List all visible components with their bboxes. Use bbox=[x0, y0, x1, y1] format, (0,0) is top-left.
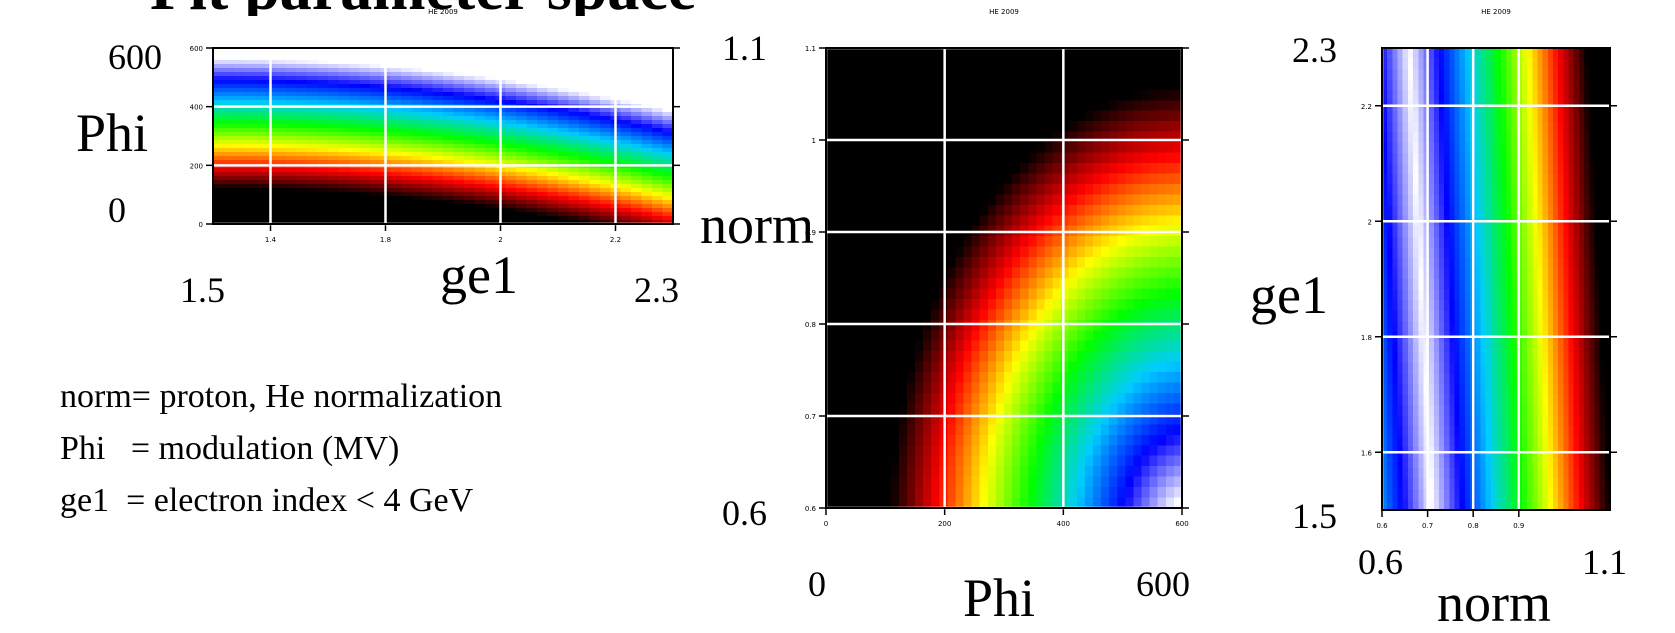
heatmap-axes: 0 200 400 600 0.6 0.7 0.8 0.9 1 1.1 HE 2009 bbox=[805, 8, 1189, 528]
y-tick-label: 2 bbox=[1368, 218, 1372, 226]
chart-title: HE 2009 bbox=[428, 8, 458, 16]
x-tick-label: 2 bbox=[498, 236, 502, 244]
p2-xlabel: Phi bbox=[963, 568, 1036, 628]
page-title: Fit parameter space bbox=[150, 0, 696, 16]
p3-ymin-label: 1.5 bbox=[1292, 496, 1337, 536]
y-tick-label: 2.2 bbox=[1361, 103, 1372, 111]
y-tick-label: 0.7 bbox=[805, 413, 816, 421]
legend-ge1: ge1 = electron index < 4 GeV bbox=[60, 482, 474, 519]
y-tick-label: 1 bbox=[812, 137, 816, 145]
heatmap-phi-vs-ge1: 1.4 1.8 2 2.2 0 200 400 600 HE 2009 bbox=[190, 8, 680, 244]
p3-xlabel: norm bbox=[1437, 573, 1551, 633]
x-tick-label: 0.6 bbox=[1376, 522, 1388, 530]
x-tick-label: 600 bbox=[1175, 520, 1188, 528]
p2-ymin-label: 0.6 bbox=[722, 493, 767, 533]
heatmap-norm-vs-phi: 0 200 400 600 0.6 0.7 0.8 0.9 1 1.1 HE 2009 bbox=[805, 8, 1189, 528]
p3-xmin-label: 0.6 bbox=[1358, 542, 1403, 582]
p2-xmin-label: 0 bbox=[808, 564, 826, 604]
p1-xlabel: ge1 bbox=[440, 245, 518, 305]
p2-ylabel: norm bbox=[700, 195, 814, 255]
y-tick-label: 600 bbox=[190, 45, 203, 53]
y-tick-label: 200 bbox=[190, 162, 203, 170]
y-tick-label: 0.8 bbox=[805, 321, 816, 329]
x-tick-label: 200 bbox=[938, 520, 951, 528]
y-tick-label: 0.9 bbox=[805, 229, 816, 237]
y-tick-label: 400 bbox=[190, 104, 203, 112]
heatmap-canvas bbox=[826, 48, 1182, 508]
plot-frame bbox=[825, 47, 1183, 509]
p1-ymin-label: 0 bbox=[108, 190, 126, 230]
x-tick-label: 0.7 bbox=[1422, 522, 1433, 530]
y-tick-label: 1.1 bbox=[805, 45, 816, 53]
x-tick-label: 0 bbox=[824, 520, 828, 528]
p3-xmax-label: 1.1 bbox=[1582, 542, 1627, 582]
p2-ymax-label: 1.1 bbox=[722, 28, 767, 68]
y-tick-label: 0 bbox=[199, 221, 203, 229]
p1-ylabel: Phi bbox=[76, 103, 149, 163]
legend-phi: Phi = modulation (MV) bbox=[60, 430, 400, 467]
x-tick-label: 1.8 bbox=[380, 236, 391, 244]
heatmap-canvas bbox=[213, 48, 673, 224]
x-tick-label: 2.2 bbox=[610, 236, 621, 244]
y-tick-label: 1.8 bbox=[1361, 334, 1372, 342]
y-tick-label: 0.6 bbox=[805, 505, 817, 513]
legend-norm: norm= proton, He normalization bbox=[60, 378, 503, 415]
heatmap-axes: 1.4 1.8 2 2.2 0 200 400 600 HE 2009 bbox=[190, 8, 680, 244]
x-tick-label: 400 bbox=[1057, 520, 1070, 528]
chart-title: HE 2009 bbox=[1481, 8, 1511, 16]
p1-xmax-label: 2.3 bbox=[634, 270, 679, 310]
p3-ylabel: ge1 bbox=[1250, 265, 1328, 325]
page-title-clipped: Fit parameter space bbox=[150, 0, 1200, 16]
plot-frame bbox=[212, 47, 674, 225]
p3-ymax-label: 2.3 bbox=[1292, 30, 1337, 70]
heatmap-canvas bbox=[1382, 48, 1610, 510]
p1-xmin-label: 1.5 bbox=[180, 270, 225, 310]
x-tick-label: 0.8 bbox=[1468, 522, 1479, 530]
x-tick-label: 1.4 bbox=[265, 236, 277, 244]
p1-ymax-label: 600 bbox=[108, 37, 162, 77]
y-tick-label: 1.6 bbox=[1361, 449, 1373, 457]
p2-xmax-label: 600 bbox=[1136, 564, 1190, 604]
heatmap-axes: 0.6 0.7 0.8 0.9 1.6 1.8 2 2.2 HE 2009 bbox=[1361, 8, 1617, 530]
chart-title: HE 2009 bbox=[989, 8, 1019, 16]
x-tick-label: 0.9 bbox=[1513, 522, 1524, 530]
plot-frame bbox=[1381, 47, 1611, 511]
heatmap-ge1-vs-norm: 0.6 0.7 0.8 0.9 1.6 1.8 2 2.2 HE 2009 bbox=[1361, 8, 1617, 530]
